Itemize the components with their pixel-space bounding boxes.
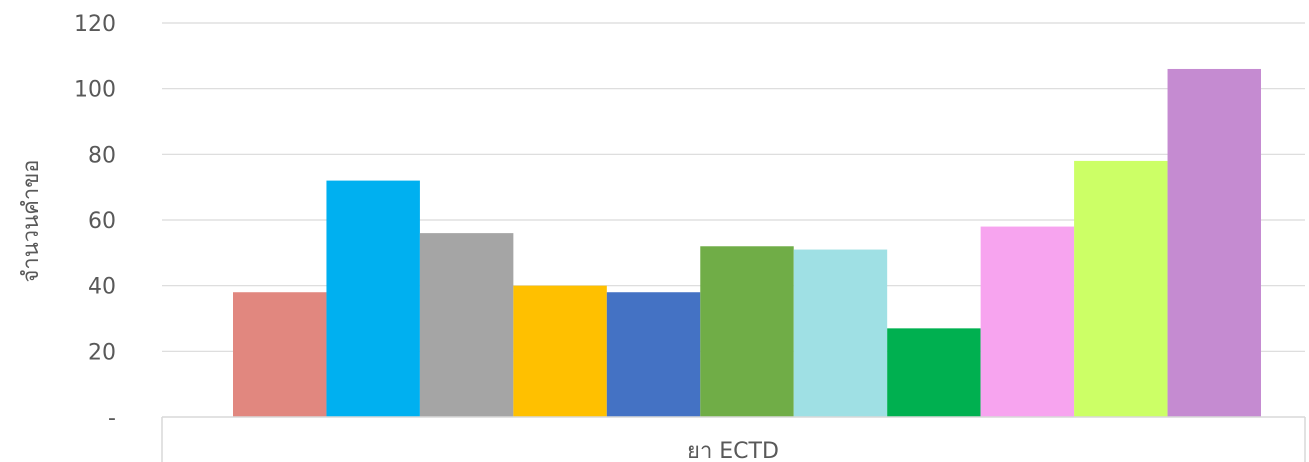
bar [793, 249, 888, 417]
bar [887, 328, 981, 417]
bar [606, 292, 701, 417]
bar [419, 233, 514, 417]
y-tick-label: 60 [88, 209, 116, 234]
y-tick-label: 40 [88, 275, 116, 300]
bar [980, 226, 1075, 417]
y-tick-label: 80 [88, 143, 116, 168]
y-tick-label: 120 [74, 12, 116, 37]
bar [1074, 160, 1168, 417]
bars [233, 68, 1261, 417]
x-category-label: ยา ECTD [687, 439, 779, 462]
bar [700, 246, 794, 417]
y-tick-label: - [108, 406, 116, 431]
y-tick-label: 20 [88, 340, 116, 365]
y-tick-label: 100 [74, 78, 116, 103]
x-axis: ยา ECTD [161, 416, 1306, 462]
bar [513, 285, 607, 417]
y-axis-title: จำนวนคำขอ [19, 160, 44, 283]
y-axis-tick-labels: - 20 40 60 80 100 120 [74, 12, 116, 431]
bar [326, 180, 420, 417]
bar [1167, 68, 1261, 417]
bar [233, 292, 327, 417]
